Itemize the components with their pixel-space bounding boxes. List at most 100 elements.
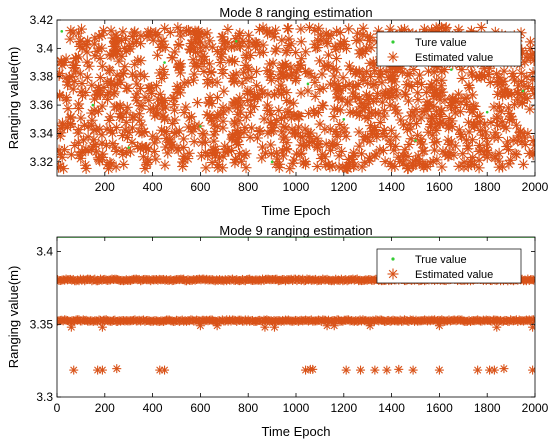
estimated-value-point — [82, 144, 94, 156]
estimated-value-point — [400, 160, 412, 172]
estimated-value-point — [388, 71, 400, 83]
true-value-point — [234, 39, 238, 43]
estimated-value-point — [169, 114, 181, 126]
estimated-value-point — [244, 131, 256, 143]
estimated-value-point — [370, 365, 380, 375]
estimated-value-point — [235, 99, 247, 111]
estimated-value-point — [498, 65, 510, 77]
true-value-point — [521, 89, 525, 93]
true-value-point — [199, 125, 202, 128]
estimated-value-point — [404, 67, 416, 79]
estimated-value-point — [86, 79, 98, 91]
estimated-value-point — [359, 45, 371, 57]
estimated-value-point — [488, 131, 500, 143]
estimated-value-point — [147, 34, 159, 46]
estimated-value-point — [353, 109, 365, 121]
legend-estimated-marker — [387, 268, 399, 280]
estimated-value-point — [89, 50, 101, 62]
y-axis-label: Ranging value(m) — [6, 266, 21, 369]
estimated-value-point — [235, 155, 247, 167]
estimated-value-point — [331, 52, 343, 64]
estimated-value-point — [116, 145, 128, 157]
estimated-value-point — [424, 157, 436, 169]
estimated-value-point — [299, 156, 311, 168]
estimated-value-point — [343, 23, 355, 35]
estimated-value-point — [196, 57, 208, 69]
estimated-value-point — [328, 70, 340, 82]
x-tick-label: 400 — [143, 180, 163, 194]
estimated-value-point — [503, 88, 515, 100]
estimated-value-point — [187, 74, 199, 86]
estimated-value-point — [269, 89, 281, 101]
estimated-value-point — [168, 92, 180, 104]
estimated-value-point — [412, 150, 424, 162]
estimated-value-point — [431, 74, 443, 86]
estimated-value-point — [158, 69, 170, 81]
estimated-value-point — [276, 61, 288, 73]
estimated-value-point — [66, 70, 78, 82]
estimated-value-point — [64, 33, 76, 45]
estimated-value-point — [174, 58, 186, 70]
estimated-value-point — [442, 134, 454, 146]
estimated-value-point — [130, 36, 142, 48]
estimated-value-point — [292, 110, 304, 122]
estimated-value-point — [368, 95, 380, 107]
estimated-value-point — [385, 86, 397, 98]
estimated-value-point — [82, 120, 94, 132]
estimated-value-point — [312, 142, 324, 154]
estimated-value-point — [475, 21, 487, 33]
x-tick-label: 200 — [95, 180, 115, 194]
estimated-value-point — [131, 95, 143, 107]
estimated-value-point — [218, 37, 230, 49]
estimated-value-point — [300, 46, 312, 58]
estimated-value-point — [284, 163, 296, 175]
estimated-value-point — [154, 41, 166, 53]
estimated-value-point — [251, 65, 263, 77]
estimated-value-point — [139, 162, 151, 174]
estimated-value-point — [97, 365, 107, 375]
estimated-value-point — [404, 123, 416, 135]
x-tick-label: 1800 — [474, 401, 501, 415]
estimated-value-point — [480, 126, 492, 138]
estimated-value-point — [279, 111, 291, 123]
estimated-value-point — [57, 161, 65, 173]
estimated-value-point — [72, 124, 84, 136]
estimated-value-point — [212, 321, 222, 331]
estimated-value-point — [374, 65, 386, 77]
estimated-value-point — [261, 99, 273, 111]
estimated-value-point — [131, 78, 143, 90]
estimated-value-point — [195, 321, 205, 331]
estimated-value-point — [271, 147, 283, 159]
estimated-value-point — [498, 75, 510, 87]
estimated-value-point — [240, 162, 252, 174]
estimated-value-point — [181, 25, 193, 37]
estimated-value-point — [277, 150, 289, 162]
estimated-value-point — [132, 54, 144, 66]
estimated-value-point — [340, 42, 352, 54]
legend-estimated-label: Estimated value — [415, 52, 493, 64]
x-tick-label: 1600 — [426, 401, 453, 415]
estimated-value-point — [474, 116, 486, 128]
estimated-value-point — [81, 71, 93, 83]
estimated-value-point — [329, 41, 341, 53]
x-tick-label: 1000 — [283, 180, 310, 194]
estimated-value-point — [273, 161, 285, 173]
estimated-value-point — [256, 141, 268, 153]
estimated-value-point — [94, 123, 106, 135]
estimated-value-point — [106, 127, 118, 139]
estimated-value-point — [278, 121, 290, 133]
estimated-value-point — [258, 113, 270, 125]
estimated-value-point — [419, 105, 431, 117]
estimated-value-point — [159, 22, 171, 34]
estimated-value-point — [66, 322, 76, 332]
x-tick-label: 600 — [190, 401, 210, 415]
estimated-value-point — [286, 67, 298, 79]
estimated-value-point — [466, 106, 478, 118]
estimated-value-point — [443, 150, 455, 162]
estimated-value-point — [178, 153, 190, 165]
estimated-value-point — [314, 118, 326, 130]
y-tick-label: 3.42 — [30, 13, 54, 27]
estimated-value-point — [101, 159, 113, 171]
estimated-value-point — [290, 148, 302, 160]
estimated-value-point — [227, 129, 239, 141]
